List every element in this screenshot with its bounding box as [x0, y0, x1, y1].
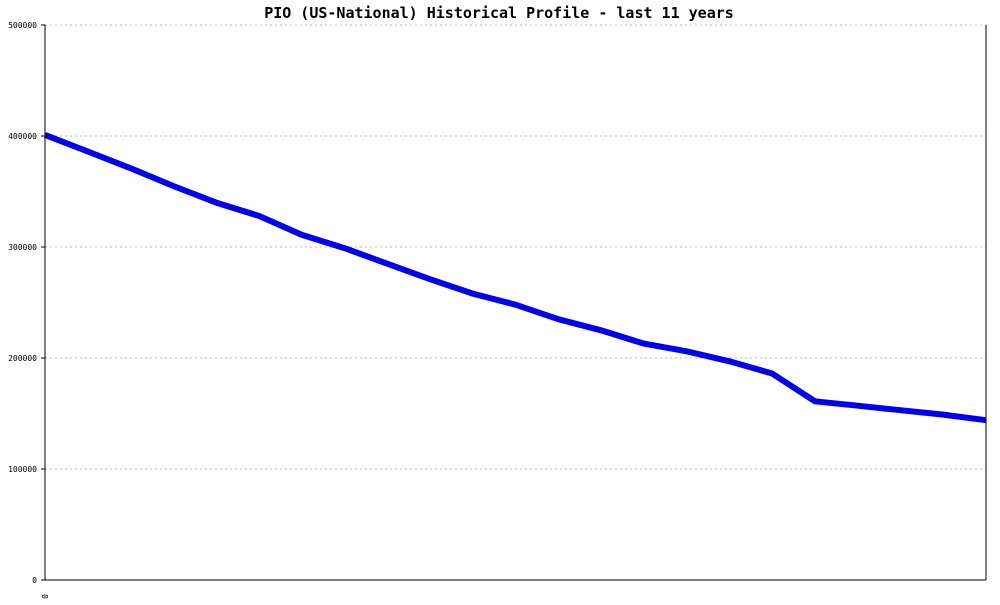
y-tick-label: 300000	[8, 243, 37, 252]
y-tick-label: 400000	[8, 132, 37, 141]
y-tick-label: 100000	[8, 465, 37, 474]
y-tick-label: 200000	[8, 354, 37, 363]
series-line	[45, 135, 986, 420]
y-tick-label: 0	[32, 576, 37, 585]
chart-title: PIO (US-National) Historical Profile - l…	[264, 4, 734, 22]
tick-labels: 0 100000 200000 300000 400000 500000 0	[8, 21, 50, 599]
y-tick-label: 500000	[8, 21, 37, 30]
series-layer	[45, 135, 986, 421]
x-tick-label: 0	[41, 594, 50, 599]
